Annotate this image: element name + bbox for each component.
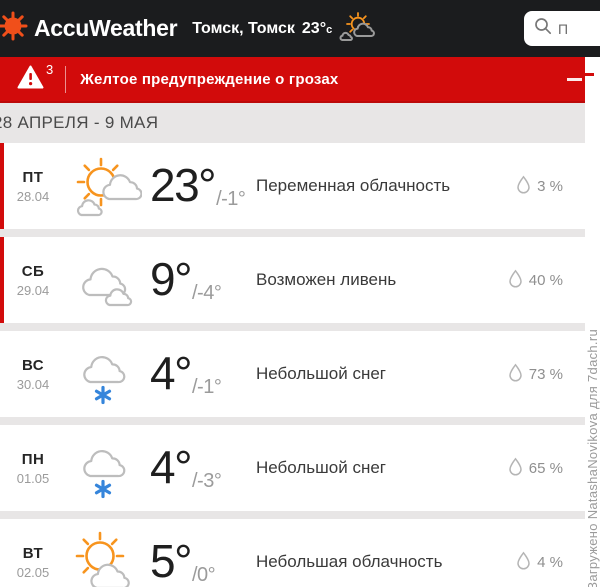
low-temp: /-1° [191,375,222,398]
precip-percent: 3 % [537,177,563,195]
precip-percent: 65 % [528,459,563,477]
condition-text: Небольшая облачность [256,552,443,571]
high-temp: 9° [150,253,192,306]
low-temp: /-4° [191,281,222,304]
brand-name: AccuWeather [34,15,178,41]
search-icon [534,17,552,40]
condition-text: Небольшой снег [256,458,386,477]
date-range-text: 28 АПРЕЛЯ - 9 МАЯ [0,113,159,132]
forecast-row[interactable]: ВТ 02.05 5° /0° Небольшая облачность [0,519,585,587]
droplet-icon [508,363,523,386]
snow-icon [62,434,150,502]
condition-text: Возможен ливень [256,270,397,289]
high-temp: 4° [150,441,192,494]
warning-triangle-icon [17,65,44,94]
day-label: ВТ [22,544,44,562]
precipitation: 65 % [508,457,563,480]
day-block: ВТ 02.05 [4,545,62,580]
temperature: 5° /0° [150,535,256,587]
precipitation: 73 % [508,363,563,386]
watermark-text: Загружено NatashaNovikova для 7dach.ru [585,329,600,587]
accuweather-logo[interactable]: AccuWeather [0,10,178,47]
day-date: 30.04 [16,376,50,392]
droplet-icon [508,457,523,480]
current-temperature: 23°c [301,19,333,37]
date-range-header: 28 АПРЕЛЯ - 9 МАЯ [0,103,585,143]
snow-icon [62,340,150,408]
current-location[interactable]: Томск, Томск 23°c [192,11,377,46]
low-temp: /-3° [191,469,222,492]
sun-cloud-icon [62,530,150,587]
site-header: AccuWeather Томск, Томск 23°c [0,0,600,57]
search-box[interactable] [524,11,600,46]
day-date: 29.04 [16,282,50,298]
alert-count-badge: 3 [17,61,54,94]
temperature: 4° /-1° [150,347,256,400]
day-block: ПТ 28.04 [4,169,62,204]
day-block: ПН 01.05 [4,451,62,486]
day-label: СБ [21,262,45,280]
day-block: ВС 30.04 [4,357,62,392]
precip-percent: 4 % [537,553,563,571]
alert-message: Желтое предупреждение о грозах [80,70,339,88]
location-name: Томск, Томск [192,19,295,37]
precipitation: 3 % [516,175,563,198]
forecast-row[interactable]: ПТ 28.04 23° /-1° Переменная облачность [0,143,585,229]
high-temp: 4° [150,347,192,400]
day-label: ВС [21,356,45,374]
forecast-list: ПТ 28.04 23° /-1° Переменная облачность [0,143,585,587]
forecast-row[interactable]: ПН 01.05 4° /-3° Небольшой снег 65 % [0,425,585,511]
precip-percent: 40 % [528,271,563,289]
condition-text: Переменная облачность [256,176,451,195]
droplet-icon [516,175,531,198]
droplet-icon [508,269,523,292]
alert-count: 3 [46,61,54,77]
day-date: 01.05 [16,470,50,486]
cloudy-icon [62,248,150,312]
precipitation: 40 % [508,269,563,292]
high-temp: 5° [150,535,192,587]
watermark-strip: Загружено NatashaNovikova для 7dach.ru [585,57,600,587]
partly-cloudy-icon [62,154,150,218]
forecast-row[interactable]: СБ 29.04 9° /-4° Возможен ливень 40 % [0,237,585,323]
arrow-right-icon [567,78,582,81]
forecast-row[interactable]: ВС 30.04 4° /-1° Небольшой снег 73 % [0,331,585,417]
low-temp: /0° [191,563,216,586]
day-label: ПТ [22,168,44,186]
temperature: 23° /-1° [150,159,256,212]
high-temp: 23° [150,159,217,212]
low-temp: /-1° [216,187,246,210]
alert-banner[interactable]: 3 Желтое предупреждение о грозах [0,57,585,103]
search-input[interactable] [558,20,600,37]
day-label: ПН [21,450,45,468]
divider [65,65,67,93]
sun-logo-icon [0,10,29,47]
temperature: 9° /-4° [150,253,256,306]
temperature: 4° /-3° [150,441,256,494]
banner-arrow-fragment [585,73,594,76]
day-block: СБ 29.04 [4,263,62,298]
droplet-icon [516,551,531,574]
precip-percent: 73 % [528,365,563,383]
day-date: 02.05 [16,564,50,580]
partly-cloudy-icon [339,11,377,46]
day-date: 28.04 [16,188,50,204]
condition-text: Небольшой снег [256,364,386,383]
precipitation: 4 % [516,551,563,574]
